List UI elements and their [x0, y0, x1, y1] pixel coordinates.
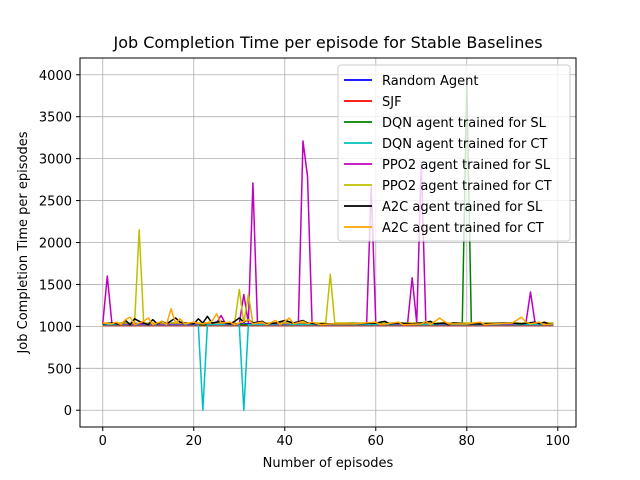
legend-label: PPO2 agent trained for CT	[382, 179, 552, 194]
y-tick-label: 0	[64, 404, 72, 419]
y-tick-label: 3000	[39, 153, 72, 168]
x-tick-label: 60	[368, 434, 385, 449]
x-tick-label: 100	[545, 434, 570, 449]
y-tick-label: 500	[47, 362, 72, 377]
series-line	[102, 229, 554, 324]
series-line	[102, 308, 554, 326]
y-tick-label: 2500	[39, 195, 72, 210]
y-tick-label: 4000	[39, 69, 72, 84]
series-lines	[102, 82, 554, 411]
legend-label: Random Agent	[382, 74, 478, 89]
legend-label: DQN agent trained for CT	[382, 137, 548, 152]
x-tick-label: 40	[276, 434, 293, 449]
chart-title: Job Completion Time per episode for Stab…	[112, 33, 542, 52]
legend-label: PPO2 agent trained for SL	[382, 158, 551, 173]
y-tick-label: 3500	[39, 111, 72, 126]
x-tick-label: 20	[185, 434, 202, 449]
y-tick-label: 1000	[39, 320, 72, 335]
axis-ticks: 0 20 40 60 80 1000500100015002000250030003500…	[39, 69, 570, 449]
legend-label: SJF	[382, 95, 402, 110]
legend-label: DQN agent trained for SL	[382, 116, 547, 131]
x-tick-label: 0	[99, 434, 107, 449]
y-tick-label: 2000	[39, 237, 72, 252]
y-tick-label: 1500	[39, 278, 72, 293]
series-line	[102, 323, 554, 411]
legend-box	[337, 64, 571, 242]
legend: Random Agent SJF DQN agent trained for SL D…	[337, 64, 571, 242]
legend-label: A2C agent trained for CT	[382, 221, 544, 236]
x-tick-label: 80	[459, 434, 476, 449]
legend-label: A2C agent trained for SL	[382, 200, 543, 215]
y-axis-label: Job Completion Time per episodes	[16, 131, 31, 354]
x-axis-label: Number of episodes	[263, 456, 394, 471]
